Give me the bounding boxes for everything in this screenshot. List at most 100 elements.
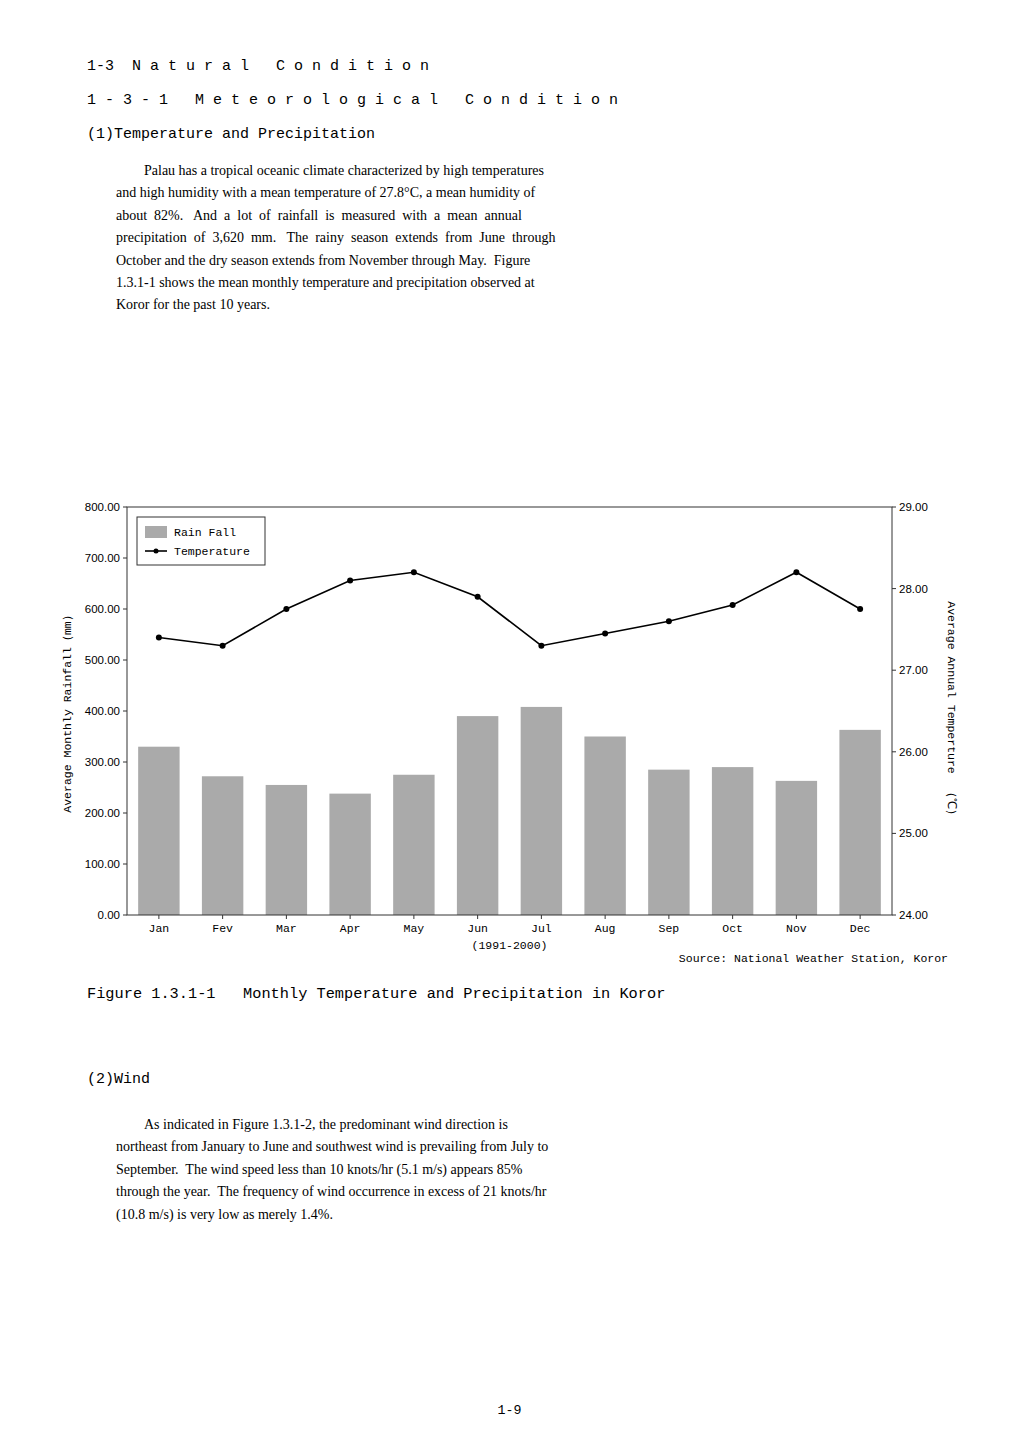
marks: [138, 569, 881, 915]
x-tick-label: Jul: [531, 922, 552, 935]
bar: [202, 776, 243, 915]
line: [159, 572, 860, 645]
paragraph-line: September. The wind speed less than 10 k…: [116, 1162, 523, 1178]
y2-tick-label: 29.00: [899, 501, 928, 513]
source-text: Source: National Weather Station, Koror: [679, 952, 948, 965]
y-tick-label: 300.00: [85, 756, 120, 768]
line-marker: [538, 643, 544, 649]
bar: [138, 747, 179, 915]
x-tick: [158, 915, 159, 919]
bar: [776, 781, 817, 915]
line-marker: [793, 569, 799, 575]
legend-swatch: [145, 526, 167, 538]
heading: 1 - 3 - 1 M e t e o r o l o g i c a l C …: [87, 92, 618, 109]
y2-tick: [892, 670, 896, 671]
x-tick: [350, 915, 351, 919]
y-tick: [123, 915, 127, 916]
line-marker: [730, 602, 736, 608]
heading: (1)Temperature and Precipitation: [87, 126, 375, 143]
x-tick-label: Apr: [340, 922, 361, 935]
y-tick: [123, 507, 127, 508]
paragraph-line: through the year. The frequency of wind …: [116, 1184, 547, 1199]
x-tick: [222, 915, 223, 919]
x-tick-label: Nov: [786, 922, 807, 935]
x-tick-label: Aug: [595, 922, 616, 935]
y-tick-label: 600.00: [85, 603, 120, 615]
x-axis-label: (1991-2000): [472, 939, 548, 952]
line-marker: [347, 577, 353, 583]
legend-swatch-marker: [154, 549, 159, 554]
heading: (2)Wind: [87, 1071, 150, 1088]
y2-tick-label: 25.00: [899, 827, 928, 839]
bar: [521, 707, 562, 915]
chart: 0.00100.00200.00300.00400.00500.00600.00…: [61, 501, 958, 952]
legend-frame: [137, 517, 265, 565]
line-marker: [475, 594, 481, 600]
y2-tick-label: 27.00: [899, 664, 928, 676]
y-tick: [123, 660, 127, 661]
bar: [329, 794, 370, 915]
y-tick: [123, 711, 127, 712]
paragraph-line: Palau has a tropical oceanic climate cha…: [144, 163, 544, 178]
x-tick-label: Jan: [149, 922, 170, 935]
figure-caption: Figure 1.3.1-1 Monthly Temperature and P…: [87, 985, 665, 1003]
y-tick-label: 700.00: [85, 552, 120, 564]
y-tick-label: 500.00: [85, 654, 120, 666]
x-tick: [796, 915, 797, 919]
y2-tick-label: 24.00: [899, 909, 928, 921]
x-tick: [605, 915, 606, 919]
y2-tick: [892, 507, 896, 508]
paragraph-line: northeast from January to June and south…: [116, 1139, 548, 1154]
x-tick: [541, 915, 542, 919]
line-marker: [283, 606, 289, 612]
bar: [839, 730, 880, 915]
x-tick: [732, 915, 733, 919]
x-tick: [286, 915, 287, 919]
bar: [648, 770, 689, 915]
y2-axis-label: Average Annual Temperture （℃）: [945, 601, 958, 821]
legend-label: Rain Fall: [174, 526, 236, 539]
x-tick-label: Fev: [212, 922, 233, 935]
paragraph-line: precipitation of 3,620 mm. The rainy sea…: [116, 230, 556, 245]
y-tick-label: 400.00: [85, 705, 120, 717]
y2-tick: [892, 833, 896, 834]
paragraph-line: 1.3.1-1 shows the mean monthly temperatu…: [116, 275, 535, 290]
line-marker: [857, 606, 863, 612]
y-tick-label: 800.00: [85, 501, 120, 513]
x-tick-label: May: [404, 922, 425, 935]
line-marker: [156, 635, 162, 641]
y-tick: [123, 609, 127, 610]
line-marker: [220, 643, 226, 649]
y-axis-label: Average Monthly Rainfall（mm）: [61, 609, 74, 812]
legend: Rain Fall Temperature: [137, 517, 265, 565]
x-tick: [413, 915, 414, 919]
paragraph-line: and high humidity with a mean temperatur…: [116, 185, 536, 200]
y2-tick: [892, 588, 896, 589]
paragraph-line: about 82%. And a lot of rainfall is meas…: [116, 208, 522, 223]
paragraph-line: (10.8 m/s) is very low as merely 1.4%.: [116, 1207, 333, 1223]
bar: [712, 767, 753, 915]
bar: [266, 785, 307, 915]
y-tick: [123, 558, 127, 559]
x-tick-label: Mar: [276, 922, 297, 935]
line-marker: [411, 569, 417, 575]
x-tick-label: Jun: [467, 922, 488, 935]
heading: 1-3 N a t u r a l C o n d i t i o n: [87, 58, 429, 75]
bar: [393, 775, 434, 915]
page-number: 1-9: [498, 1403, 522, 1418]
y-tick-label: 200.00: [85, 807, 120, 819]
x-tick-label: Sep: [659, 922, 680, 935]
y2-tick-label: 28.00: [899, 583, 928, 595]
y2-tick: [892, 751, 896, 752]
paragraph-line: As indicated in Figure 1.3.1-2, the pred…: [144, 1117, 508, 1132]
y2-tick: [892, 915, 896, 916]
line-marker: [666, 618, 672, 624]
page: 1-3 N a t u r a l C o n d i t i o n 1 - 3…: [0, 0, 1019, 1441]
x-tick-label: Dec: [850, 922, 871, 935]
bar: [584, 737, 625, 916]
bar: [457, 716, 498, 915]
legend-label: Temperature: [174, 545, 250, 558]
y-tick-label: 0.00: [98, 909, 120, 921]
y-tick: [123, 762, 127, 763]
plot-frame: [127, 507, 892, 915]
